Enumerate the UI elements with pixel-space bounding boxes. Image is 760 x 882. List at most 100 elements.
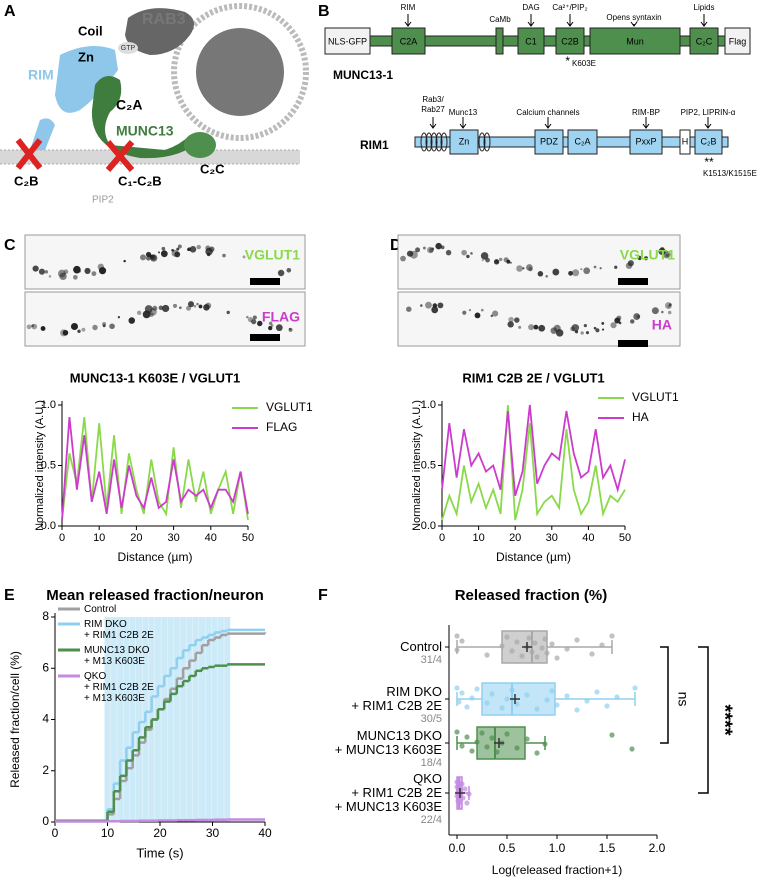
- puncta: [158, 305, 164, 310]
- x-tick-label: 1.5: [599, 841, 616, 855]
- puncta: [552, 268, 560, 276]
- puncta: [242, 255, 246, 259]
- data-point: [632, 685, 638, 691]
- x-axis-label: Distance (µm): [118, 550, 193, 564]
- puncta: [136, 310, 142, 315]
- puncta: [48, 275, 52, 278]
- puncta: [468, 308, 472, 312]
- mean: [494, 738, 504, 748]
- x-tick-label: 0.0: [449, 841, 466, 855]
- data-point: [534, 654, 540, 660]
- puncta: [466, 254, 470, 259]
- data-point: [542, 741, 548, 747]
- puncta: [432, 303, 438, 308]
- data-point: [629, 746, 635, 752]
- micrograph: [397, 291, 681, 347]
- x-tick-label: 10: [472, 532, 484, 544]
- data-point: [499, 643, 505, 649]
- puncta: [406, 306, 412, 312]
- y-tick-label: 4: [42, 712, 49, 726]
- y-tick-label: 2: [42, 763, 49, 777]
- y-tick-label: 0: [42, 814, 49, 828]
- domain: [629, 129, 663, 155]
- puncta: [275, 324, 283, 332]
- data-point: [544, 697, 550, 703]
- puncta: [490, 314, 494, 318]
- arrow: [700, 14, 708, 27]
- data-point: [454, 685, 460, 691]
- cross-mark: [15, 138, 43, 170]
- data-point: [460, 795, 466, 801]
- scale-bar: [618, 278, 648, 285]
- data-point: [514, 639, 520, 645]
- puncta: [440, 245, 445, 250]
- label: K603E: [572, 59, 596, 68]
- n-label: 30/5: [420, 713, 442, 725]
- puncta: [480, 252, 489, 260]
- puncta: [667, 310, 672, 315]
- x-tick-label: 20: [130, 532, 142, 544]
- domain: [324, 27, 371, 55]
- rab3: [125, 8, 194, 55]
- label: VGLUT1: [245, 247, 300, 263]
- label: Flag: [729, 36, 747, 46]
- label: RAB3: [142, 11, 186, 28]
- puncta: [445, 249, 452, 256]
- puncta: [158, 251, 161, 254]
- x-axis-label: Distance (µm): [496, 550, 571, 564]
- puncta: [142, 310, 151, 319]
- arrow: [642, 117, 650, 129]
- puncta: [100, 271, 103, 274]
- puncta: [583, 267, 591, 275]
- puncta: [593, 326, 597, 330]
- label: Opens syntaxin: [606, 13, 661, 22]
- puncta: [480, 308, 484, 312]
- puncta: [435, 242, 442, 250]
- arrow: [429, 117, 437, 129]
- puncta: [81, 327, 86, 332]
- label: C2B: [561, 36, 579, 46]
- data-point: [489, 691, 495, 697]
- puncta: [26, 324, 32, 330]
- label: Zn: [459, 136, 470, 146]
- label: Lipids: [694, 3, 715, 12]
- puncta: [506, 259, 511, 264]
- legend-label: Control: [84, 604, 117, 615]
- category-label: Control: [400, 639, 442, 654]
- data-point: [604, 703, 610, 709]
- stimulus: [217, 617, 224, 822]
- label: C₂A: [575, 136, 591, 146]
- data-point: [549, 641, 555, 647]
- stimulus: [123, 617, 130, 822]
- legend-label: VGLUT1: [632, 390, 679, 404]
- puncta: [481, 259, 484, 262]
- data-point: [534, 706, 540, 712]
- category-label: MUNC13 DKO + MUNC13 K603E: [334, 728, 442, 757]
- puncta: [189, 246, 197, 253]
- panel-label: B: [318, 3, 330, 20]
- puncta: [38, 268, 46, 275]
- label: Mun: [626, 36, 644, 46]
- domain: [567, 129, 598, 155]
- puncta: [601, 328, 605, 331]
- puncta: [633, 313, 641, 320]
- puncta: [538, 324, 546, 332]
- puncta: [667, 304, 671, 308]
- legend-label: RIM DKO + RIM1 C2B 2E: [84, 619, 154, 641]
- data-point: [454, 647, 460, 653]
- label: C₂B: [14, 173, 39, 188]
- significance-label: ns: [675, 692, 691, 707]
- label: RIM: [401, 3, 416, 12]
- puncta: [409, 250, 418, 259]
- significance-bracket: [660, 646, 669, 744]
- data-point: [464, 734, 470, 740]
- x-tick-label: 20: [509, 532, 521, 544]
- data-point: [524, 736, 530, 742]
- data-point: [454, 729, 460, 735]
- puncta: [44, 270, 49, 274]
- data-point: [459, 743, 465, 749]
- puncta: [599, 267, 602, 270]
- data-point: [524, 692, 530, 698]
- arrow: [704, 117, 712, 129]
- puncta: [92, 324, 98, 331]
